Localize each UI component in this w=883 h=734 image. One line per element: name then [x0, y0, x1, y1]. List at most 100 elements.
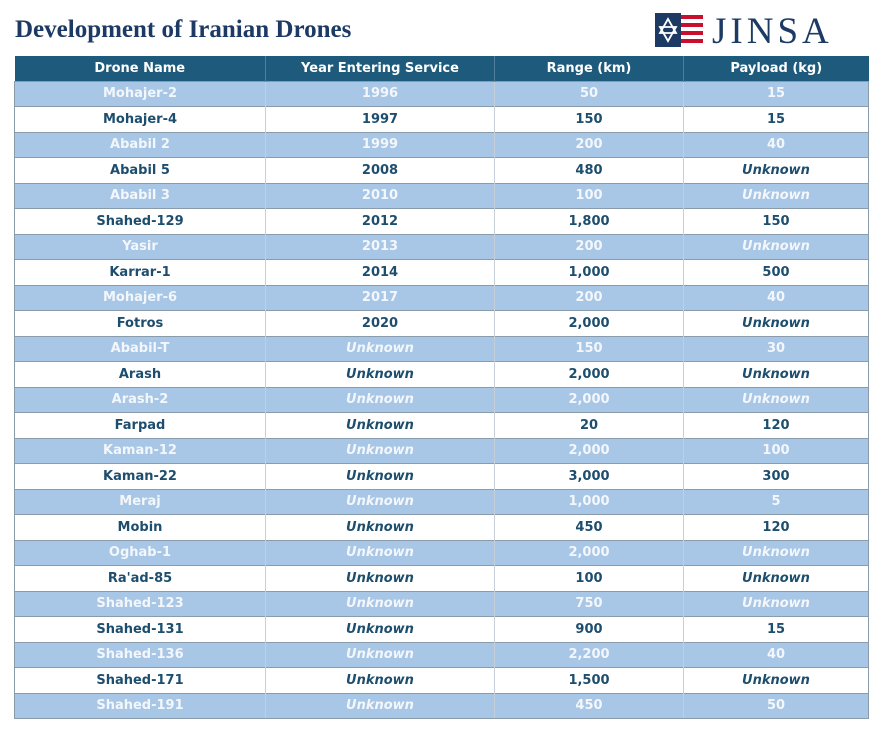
table-row: Fotros 2020 2,000 Unknown [14, 310, 869, 336]
cell-drone-name: Arash-2 [14, 386, 266, 413]
cell-drone-name: Karrar-1 [14, 259, 266, 285]
table-row: Meraj Unknown 1,000 5 [14, 488, 869, 515]
cell-range: 2,000 [494, 310, 684, 336]
drones-table: Drone Name Year Entering Service Range (… [14, 56, 869, 719]
cell-payload: 500 [683, 259, 869, 285]
column-header-range: Range (km) [494, 56, 684, 81]
cell-drone-name: Meraj [14, 488, 266, 515]
cell-drone-name: Arash [14, 361, 266, 387]
cell-year: Unknown [265, 488, 495, 515]
cell-drone-name: Ababil-T [14, 335, 266, 362]
cell-drone-name: Kaman-12 [14, 437, 266, 464]
cell-payload: 100 [683, 437, 869, 464]
cell-range: 2,200 [494, 641, 684, 668]
cell-range: 1,000 [494, 259, 684, 285]
page-header: Development of Iranian Drones JINSA [0, 0, 883, 56]
cell-drone-name: Shahed-171 [14, 667, 266, 693]
table-row: Shahed-136 Unknown 2,200 40 [14, 641, 869, 668]
table-row: Arash Unknown 2,000 Unknown [14, 361, 869, 387]
cell-range: 1,500 [494, 667, 684, 693]
cell-payload: 15 [683, 80, 869, 107]
table-row: Ababil 3 2010 100 Unknown [14, 182, 869, 209]
table-header-row: Drone Name Year Entering Service Range (… [14, 56, 869, 81]
cell-range: 480 [494, 157, 684, 183]
cell-range: 1,800 [494, 208, 684, 234]
table-row: Yasir 2013 200 Unknown [14, 233, 869, 260]
cell-year: 2013 [265, 233, 495, 260]
cell-range: 3,000 [494, 463, 684, 489]
table-row: Ababil 2 1999 200 40 [14, 131, 869, 158]
cell-payload: 150 [683, 208, 869, 234]
cell-drone-name: Shahed-123 [14, 590, 266, 617]
cell-year: 1996 [265, 80, 495, 107]
cell-range: 20 [494, 412, 684, 438]
cell-year: Unknown [265, 335, 495, 362]
cell-payload: Unknown [683, 233, 869, 260]
cell-payload: 50 [683, 692, 869, 719]
cell-range: 2,000 [494, 361, 684, 387]
cell-range: 450 [494, 514, 684, 540]
cell-year: 2020 [265, 310, 495, 336]
cell-payload: 300 [683, 463, 869, 489]
cell-payload: Unknown [683, 667, 869, 693]
cell-payload: Unknown [683, 361, 869, 387]
cell-payload: Unknown [683, 386, 869, 413]
column-header-year: Year Entering Service [265, 56, 495, 81]
cell-range: 450 [494, 692, 684, 719]
cell-drone-name: Ra'ad-85 [14, 565, 266, 591]
cell-year: Unknown [265, 463, 495, 489]
cell-range: 200 [494, 284, 684, 311]
cell-year: 2010 [265, 182, 495, 209]
cell-drone-name: Mohajer-6 [14, 284, 266, 311]
logo-text: JINSA [712, 11, 833, 52]
cell-payload: Unknown [683, 182, 869, 209]
cell-drone-name: Kaman-22 [14, 463, 266, 489]
cell-drone-name: Shahed-136 [14, 641, 266, 668]
cell-year: 1997 [265, 106, 495, 132]
cell-drone-name: Ababil 3 [14, 182, 266, 209]
cell-payload: 30 [683, 335, 869, 362]
cell-drone-name: Shahed-131 [14, 616, 266, 642]
table-row: Mohajer-4 1997 150 15 [14, 106, 869, 132]
cell-year: Unknown [265, 361, 495, 387]
cell-drone-name: Shahed-129 [14, 208, 266, 234]
column-header-payload: Payload (kg) [683, 56, 869, 81]
table-body: Mohajer-2 1996 50 15 Mohajer-4 1997 150 15 Ababi… [14, 80, 869, 719]
cell-payload: 40 [683, 641, 869, 668]
cell-drone-name: Ababil 5 [14, 157, 266, 183]
cell-year: Unknown [265, 641, 495, 668]
cell-payload: Unknown [683, 310, 869, 336]
cell-year: 1999 [265, 131, 495, 158]
table-row: Farpad Unknown 20 120 [14, 412, 869, 438]
cell-year: Unknown [265, 412, 495, 438]
table-row: Shahed-171 Unknown 1,500 Unknown [14, 667, 869, 693]
cell-drone-name: Farpad [14, 412, 266, 438]
cell-range: 750 [494, 590, 684, 617]
cell-payload: 15 [683, 106, 869, 132]
cell-range: 200 [494, 233, 684, 260]
cell-year: Unknown [265, 565, 495, 591]
table-row: Karrar-1 2014 1,000 500 [14, 259, 869, 285]
jinsa-star-flag-icon [655, 13, 703, 47]
table-row: Shahed-129 2012 1,800 150 [14, 208, 869, 234]
table-row: Shahed-191 Unknown 450 50 [14, 692, 869, 719]
cell-year: Unknown [265, 616, 495, 642]
cell-payload: 40 [683, 131, 869, 158]
cell-range: 100 [494, 565, 684, 591]
cell-range: 2,000 [494, 386, 684, 413]
cell-payload: Unknown [683, 590, 869, 617]
cell-year: Unknown [265, 539, 495, 566]
cell-drone-name: Yasir [14, 233, 266, 260]
table-row: Arash-2 Unknown 2,000 Unknown [14, 386, 869, 413]
page-title: Development of Iranian Drones [15, 16, 352, 43]
cell-drone-name: Mohajer-2 [14, 80, 266, 107]
cell-drone-name: Fotros [14, 310, 266, 336]
table-row: Kaman-12 Unknown 2,000 100 [14, 437, 869, 464]
cell-drone-name: Mohajer-4 [14, 106, 266, 132]
cell-range: 200 [494, 131, 684, 158]
table-row: Shahed-131 Unknown 900 15 [14, 616, 869, 642]
cell-payload: Unknown [683, 565, 869, 591]
cell-year: Unknown [265, 667, 495, 693]
cell-year: 2017 [265, 284, 495, 311]
cell-payload: 40 [683, 284, 869, 311]
